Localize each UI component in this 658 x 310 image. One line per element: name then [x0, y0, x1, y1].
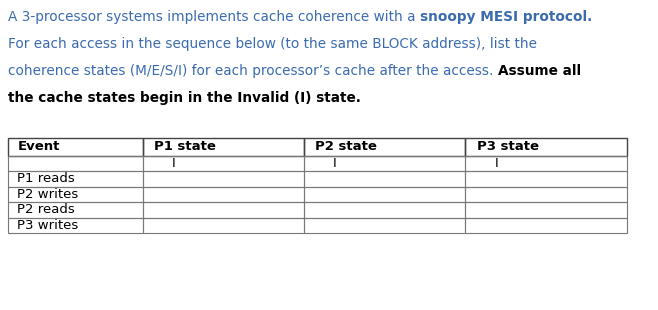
Text: coherence states (M/E/S/I) for each processor’s cache after the access.: coherence states (M/E/S/I) for each proc…: [8, 64, 497, 78]
Bar: [143, 218, 304, 233]
Bar: [143, 171, 304, 187]
Text: I: I: [172, 157, 176, 170]
Bar: [304, 156, 465, 171]
Bar: [8, 156, 143, 171]
Bar: [304, 218, 465, 233]
Text: For each access in the sequence below (to the same BLOCK address), list the: For each access in the sequence below (t…: [8, 37, 537, 51]
Bar: [465, 138, 626, 156]
Bar: [8, 138, 143, 156]
Bar: [143, 187, 304, 202]
Bar: [465, 156, 626, 171]
Bar: [143, 138, 304, 156]
Text: P2 writes: P2 writes: [18, 188, 79, 201]
Bar: [465, 218, 626, 233]
Text: P2 reads: P2 reads: [18, 203, 75, 216]
Text: Assume all: Assume all: [497, 64, 581, 78]
Bar: [465, 187, 626, 202]
Bar: [8, 218, 143, 233]
Bar: [304, 187, 465, 202]
Text: A 3-processor systems implements cache coherence with a: A 3-processor systems implements cache c…: [8, 10, 420, 24]
Text: Event: Event: [18, 140, 60, 153]
Text: I: I: [494, 157, 498, 170]
Bar: [8, 187, 143, 202]
Text: P3 writes: P3 writes: [18, 219, 79, 232]
Bar: [465, 171, 626, 187]
Text: P1 reads: P1 reads: [18, 172, 75, 185]
Bar: [465, 202, 626, 218]
Text: I: I: [333, 157, 337, 170]
Bar: [304, 138, 465, 156]
Text: P1 state: P1 state: [154, 140, 216, 153]
Bar: [304, 171, 465, 187]
Text: snoopy MESI protocol.: snoopy MESI protocol.: [420, 10, 592, 24]
Bar: [143, 156, 304, 171]
Text: P3 state: P3 state: [476, 140, 539, 153]
Bar: [8, 171, 143, 187]
Bar: [8, 202, 143, 218]
Text: the cache states begin in the Invalid (I) state.: the cache states begin in the Invalid (I…: [8, 91, 361, 105]
Text: P2 state: P2 state: [315, 140, 377, 153]
Bar: [304, 202, 465, 218]
Bar: [143, 202, 304, 218]
